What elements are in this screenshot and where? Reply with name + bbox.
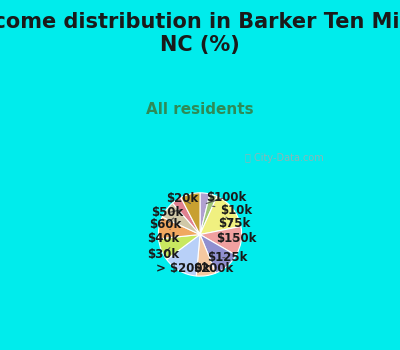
Text: $30k: $30k bbox=[148, 248, 180, 261]
Text: Ⓜ City-Data.com: Ⓜ City-Data.com bbox=[245, 153, 324, 163]
Wedge shape bbox=[200, 226, 242, 256]
Text: $10k: $10k bbox=[212, 204, 252, 217]
Text: $150k: $150k bbox=[216, 232, 257, 245]
Text: All residents: All residents bbox=[146, 102, 254, 117]
Text: Income distribution in Barker Ten Mile,
NC (%): Income distribution in Barker Ten Mile, … bbox=[0, 12, 400, 55]
Wedge shape bbox=[196, 234, 216, 276]
Wedge shape bbox=[172, 197, 200, 234]
Text: $100k: $100k bbox=[206, 191, 246, 204]
Text: $40k: $40k bbox=[148, 230, 180, 245]
Text: $75k: $75k bbox=[218, 217, 251, 230]
Wedge shape bbox=[181, 193, 200, 235]
Wedge shape bbox=[200, 193, 210, 235]
Wedge shape bbox=[162, 203, 200, 235]
Text: > $200k: > $200k bbox=[156, 262, 210, 275]
Wedge shape bbox=[200, 234, 236, 273]
Text: $50k: $50k bbox=[151, 206, 183, 219]
Text: $125k: $125k bbox=[208, 251, 248, 265]
Wedge shape bbox=[158, 234, 200, 259]
Wedge shape bbox=[158, 217, 200, 239]
Wedge shape bbox=[167, 234, 200, 276]
Text: $60k: $60k bbox=[149, 218, 182, 231]
Text: $200k: $200k bbox=[193, 262, 233, 275]
Wedge shape bbox=[200, 194, 217, 234]
Wedge shape bbox=[200, 196, 241, 234]
Text: $20k: $20k bbox=[166, 193, 199, 205]
